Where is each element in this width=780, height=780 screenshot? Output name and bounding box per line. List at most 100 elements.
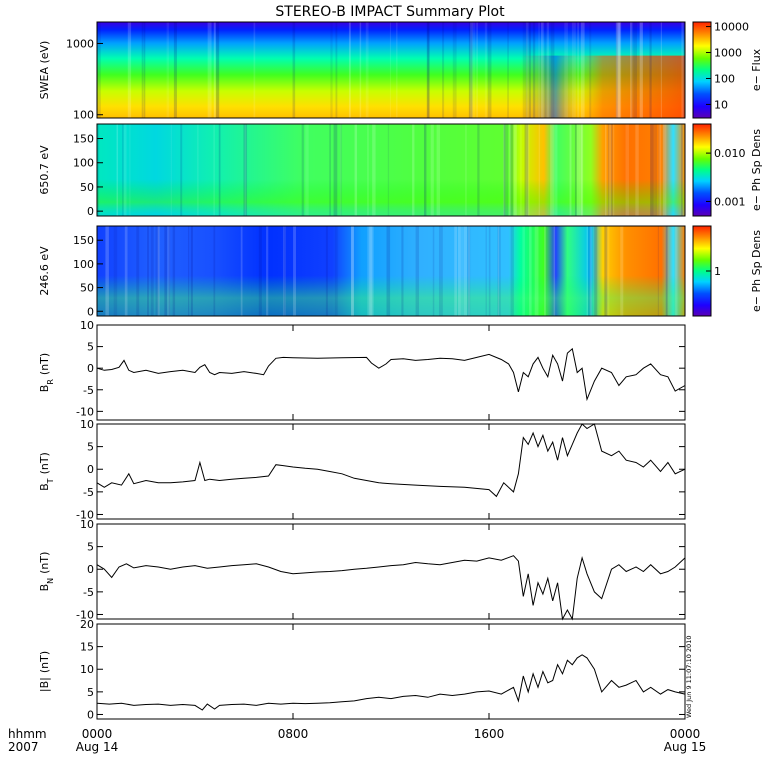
swea-streak bbox=[426, 22, 430, 118]
pad650-ylabel: 650.7 eV bbox=[38, 145, 51, 195]
bt-ytick-label: -10 bbox=[76, 508, 94, 521]
br-ylabel-unit: (nT) bbox=[38, 353, 51, 375]
br-ylabel: BR (nT) bbox=[38, 353, 55, 392]
swea-colorbar-label: 100 bbox=[714, 72, 735, 85]
pad246-streak bbox=[467, 226, 471, 316]
pad246-streak bbox=[675, 226, 678, 316]
pad650-streak bbox=[654, 124, 658, 216]
pad246-streak bbox=[147, 226, 149, 316]
pad246-streak bbox=[168, 226, 171, 316]
swea-streak bbox=[468, 22, 473, 118]
pad650-ytick-label: 150 bbox=[73, 133, 94, 146]
swea-streak bbox=[615, 22, 618, 118]
time-tick-label: 0800 bbox=[278, 727, 309, 741]
br-ytick-label: -10 bbox=[76, 405, 94, 418]
pad650-streak bbox=[340, 124, 342, 216]
pad246-streak bbox=[657, 226, 660, 316]
pad650-streak bbox=[570, 124, 572, 216]
swea-colorbar-label: 10 bbox=[714, 98, 728, 111]
bn-ylabel: BN (nT) bbox=[38, 552, 55, 592]
pad246-streak bbox=[415, 226, 420, 316]
swea-streak bbox=[292, 22, 296, 118]
pad650-streak bbox=[580, 124, 584, 216]
pad650-streak bbox=[650, 124, 654, 216]
pad246-streak bbox=[258, 226, 262, 316]
pad246-streak bbox=[522, 226, 526, 316]
pad246-streak bbox=[460, 226, 464, 316]
swea-streak bbox=[538, 22, 540, 118]
pad650-texture-1 bbox=[97, 124, 685, 216]
swea-frame bbox=[96, 21, 686, 119]
bmag-trace bbox=[96, 654, 686, 711]
pad246-panel: 150 100 50 0 246.6 eV 1 e− Ph Sp Dens bbox=[38, 225, 763, 318]
bn-ytick-label: 0 bbox=[87, 563, 94, 576]
time-tick-date: Aug 14 bbox=[76, 740, 119, 754]
bmag-ytick-label: 15 bbox=[80, 641, 94, 654]
pad246-streak bbox=[497, 226, 501, 316]
swea-streak bbox=[681, 22, 684, 118]
pad650-streak bbox=[538, 124, 541, 216]
pad650-streak bbox=[123, 124, 127, 216]
time-tick-label: 0000 bbox=[82, 727, 113, 741]
bmag-ylabel: |B| (nT) bbox=[38, 651, 51, 692]
swea-streak bbox=[631, 22, 633, 118]
time-axis-row1-label: hhmm bbox=[8, 727, 47, 741]
pad246-streak bbox=[266, 226, 269, 316]
swea-streak bbox=[469, 22, 473, 118]
pad246-ytick-label: 100 bbox=[73, 258, 94, 271]
pad650-streak bbox=[116, 124, 119, 216]
pad650-streak bbox=[608, 124, 610, 216]
pad650-streak bbox=[412, 124, 415, 216]
pad246-streak bbox=[488, 226, 491, 316]
swea-streak bbox=[216, 22, 220, 118]
pad650-streak bbox=[218, 124, 221, 216]
swea-streak bbox=[471, 22, 476, 118]
pad650-streak bbox=[513, 124, 517, 216]
br-ylabel-name: B bbox=[38, 385, 51, 393]
pad246-streak bbox=[454, 226, 458, 316]
swea-streak bbox=[649, 22, 652, 118]
pad246-streak bbox=[594, 226, 598, 316]
bn-trace bbox=[96, 555, 686, 621]
swea-streak bbox=[476, 22, 478, 118]
pad246-streak bbox=[213, 226, 216, 316]
pad246-streak bbox=[553, 226, 556, 316]
pad650-streak bbox=[372, 124, 376, 216]
pad650-streak bbox=[554, 124, 558, 216]
bmag-ytick-label: 0 bbox=[87, 708, 94, 721]
pad650-streak bbox=[605, 124, 607, 216]
swea-streak bbox=[173, 22, 177, 118]
timestamp-note: Wed Jun 9 11:07:10 2010 bbox=[685, 636, 693, 718]
swea-streak bbox=[525, 22, 530, 118]
br-ytick-label: 0 bbox=[87, 362, 94, 375]
pad246-streak bbox=[293, 226, 296, 316]
bmag-ylabel-unit: (nT) bbox=[38, 651, 51, 673]
bmag-ytick-label: 5 bbox=[87, 686, 94, 699]
pad246-streak bbox=[350, 226, 354, 316]
pad246-streak bbox=[432, 226, 435, 316]
pad650-streak bbox=[658, 124, 660, 216]
pad650-streak bbox=[197, 124, 199, 216]
pad650-streak bbox=[576, 124, 580, 216]
pad246-streak bbox=[325, 226, 328, 316]
swea-colorbar-label: 1000 bbox=[714, 47, 742, 60]
pad650-ytick-label: 0 bbox=[87, 205, 94, 218]
pad650-streak bbox=[525, 124, 530, 216]
swea-streak bbox=[335, 22, 338, 118]
swea-streak bbox=[639, 22, 643, 118]
bn-panel: 10 5 0 -5 -10 BN (nT) bbox=[38, 518, 686, 621]
pad246-streak bbox=[544, 226, 546, 316]
pad650-streak bbox=[608, 124, 612, 216]
pad650-ytick-label: 100 bbox=[73, 157, 94, 170]
pad650-streak bbox=[574, 124, 577, 216]
swea-colorbar-label: 10000 bbox=[714, 21, 749, 34]
pad246-streak bbox=[188, 226, 190, 316]
pad650-streak bbox=[430, 124, 434, 216]
pad246-streak bbox=[351, 226, 354, 316]
swea-streak bbox=[682, 22, 685, 118]
pad650-frame bbox=[96, 123, 686, 217]
swea-streak bbox=[330, 22, 333, 118]
swea-texture-1 bbox=[97, 55, 685, 118]
pad246-streak bbox=[105, 226, 109, 316]
